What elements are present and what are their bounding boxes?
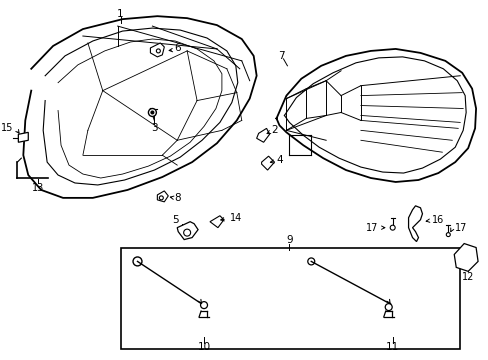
Circle shape [159, 196, 163, 200]
Text: 6: 6 [174, 43, 180, 53]
Polygon shape [157, 191, 168, 202]
Circle shape [307, 258, 314, 265]
Text: 17: 17 [454, 223, 467, 233]
Circle shape [148, 108, 156, 116]
Text: 9: 9 [285, 235, 292, 244]
Text: 8: 8 [174, 193, 180, 203]
Text: 7: 7 [278, 51, 284, 61]
Circle shape [389, 225, 394, 230]
Circle shape [200, 302, 207, 309]
Polygon shape [256, 129, 269, 142]
Polygon shape [453, 244, 477, 271]
Polygon shape [209, 216, 224, 228]
Circle shape [446, 233, 449, 237]
Text: 5: 5 [172, 215, 178, 225]
Circle shape [151, 111, 154, 114]
Text: 10: 10 [197, 342, 210, 352]
Text: 2: 2 [271, 125, 277, 135]
Circle shape [183, 229, 190, 236]
Polygon shape [19, 132, 28, 142]
Text: 15: 15 [1, 123, 13, 133]
Text: 14: 14 [229, 213, 242, 223]
Text: 13: 13 [32, 183, 44, 193]
Text: 1: 1 [117, 9, 123, 19]
Text: 3: 3 [151, 123, 157, 133]
Circle shape [385, 303, 391, 311]
Polygon shape [177, 222, 198, 239]
Circle shape [156, 49, 160, 53]
Bar [121, 248, 459, 349]
Text: 12: 12 [461, 272, 473, 282]
Polygon shape [150, 43, 164, 57]
Text: 17: 17 [366, 223, 378, 233]
Polygon shape [408, 206, 422, 242]
Polygon shape [261, 156, 274, 170]
Text: 11: 11 [385, 342, 399, 352]
Circle shape [133, 257, 142, 266]
Text: 4: 4 [276, 155, 282, 165]
Text: 16: 16 [431, 215, 444, 225]
